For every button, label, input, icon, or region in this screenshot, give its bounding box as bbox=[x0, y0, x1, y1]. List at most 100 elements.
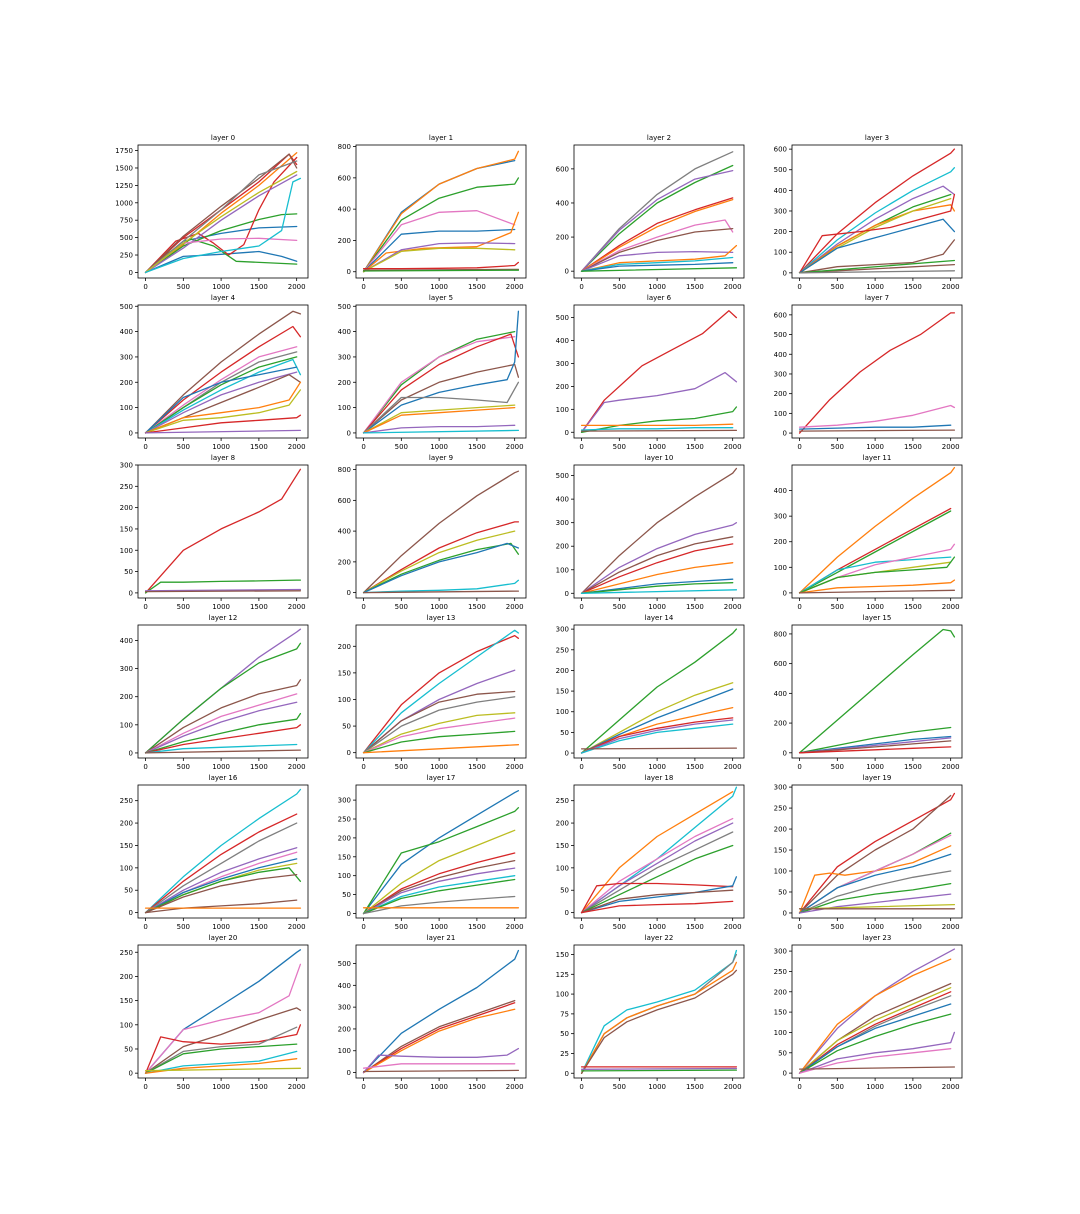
series-line-4 bbox=[362, 859, 516, 915]
plot-frame bbox=[355, 624, 527, 759]
series-line-1 bbox=[580, 371, 738, 433]
subplot-title: layer 20 bbox=[209, 934, 238, 942]
x-tick-label: 0 bbox=[361, 923, 365, 931]
x-tick-label: 1000 bbox=[648, 1083, 666, 1091]
y-tick-label: 300 bbox=[774, 370, 787, 378]
y-tick-label: 0 bbox=[783, 269, 787, 277]
y-tick-label: 200 bbox=[774, 826, 787, 834]
series-line-3 bbox=[362, 542, 520, 594]
y-tick-label: 0 bbox=[129, 589, 133, 597]
series-line-5 bbox=[144, 712, 302, 754]
series-line-6 bbox=[362, 1069, 520, 1073]
y-tick-label: 25 bbox=[560, 1050, 569, 1058]
y-tick-label: 400 bbox=[774, 487, 787, 495]
series-line-0 bbox=[580, 949, 738, 1074]
y-tick-label: 250 bbox=[120, 797, 133, 805]
plot-frame bbox=[573, 624, 745, 759]
subplot-title: layer 14 bbox=[645, 614, 674, 622]
subplot-title: layer 13 bbox=[427, 614, 456, 622]
subplot-8: layer 8 0 500 1000 1500 2000 0 50 100 150 200 250 30… bbox=[120, 454, 309, 611]
x-tick-label: 0 bbox=[797, 1083, 801, 1091]
x-tick-label: 2000 bbox=[288, 923, 306, 931]
y-tick-label: 100 bbox=[338, 696, 351, 704]
y-tick-label: 0 bbox=[347, 589, 351, 597]
y-tick-label: 300 bbox=[774, 784, 787, 792]
series-line-6 bbox=[362, 242, 516, 273]
x-tick-label: 1500 bbox=[250, 603, 268, 611]
x-tick-label: 0 bbox=[361, 603, 365, 611]
x-tick-label: 1500 bbox=[468, 603, 486, 611]
y-tick-label: 500 bbox=[338, 303, 351, 311]
series-line-3 bbox=[144, 213, 298, 274]
y-tick-label: 500 bbox=[120, 234, 133, 242]
x-tick-label: 1500 bbox=[250, 443, 268, 451]
y-tick-label: 100 bbox=[774, 249, 787, 257]
series-line-1 bbox=[798, 167, 956, 274]
y-tick-label: 0 bbox=[347, 910, 351, 918]
series-line-11 bbox=[144, 414, 302, 434]
series-line-9 bbox=[362, 268, 520, 271]
y-tick-label: 500 bbox=[774, 331, 787, 339]
x-tick-label: 2000 bbox=[506, 283, 524, 291]
subplot-title: layer 4 bbox=[211, 294, 236, 302]
series-group bbox=[798, 948, 956, 1074]
series-line-6 bbox=[144, 1050, 298, 1074]
series-line-6 bbox=[798, 193, 956, 274]
x-tick-label: 500 bbox=[831, 1083, 844, 1091]
series-line-3 bbox=[580, 822, 734, 914]
x-tick-label: 1000 bbox=[866, 603, 884, 611]
y-tick-label: 150 bbox=[120, 525, 133, 533]
y-tick-label: 400 bbox=[774, 351, 787, 359]
x-tick-label: 1000 bbox=[866, 1083, 884, 1091]
subplot-6: layer 6 0 500 1000 1500 2000 0 100 200 300 400 500 bbox=[556, 294, 745, 451]
series-group bbox=[580, 786, 738, 914]
series-line-5 bbox=[580, 429, 738, 432]
series-line-1 bbox=[362, 336, 516, 434]
y-tick-label: 0 bbox=[783, 430, 787, 438]
plot-frame bbox=[573, 304, 745, 439]
series-line-5 bbox=[798, 853, 952, 914]
y-tick-label: 200 bbox=[338, 558, 351, 566]
series-line-8 bbox=[144, 1067, 302, 1072]
x-tick-label: 500 bbox=[613, 283, 626, 291]
y-tick-label: 400 bbox=[120, 328, 133, 336]
x-tick-label: 1500 bbox=[904, 603, 922, 611]
y-tick-label: 500 bbox=[120, 303, 133, 311]
series-line-5 bbox=[580, 719, 734, 754]
series-line-3 bbox=[362, 363, 520, 434]
y-tick-label: 250 bbox=[120, 252, 133, 260]
series-line-1 bbox=[144, 642, 302, 754]
x-tick-label: 1000 bbox=[212, 923, 230, 931]
y-tick-label: 0 bbox=[129, 269, 133, 277]
x-tick-label: 1500 bbox=[250, 923, 268, 931]
x-tick-label: 1500 bbox=[904, 283, 922, 291]
series-line-1 bbox=[362, 629, 520, 754]
y-tick-label: 250 bbox=[338, 816, 351, 824]
y-tick-label: 200 bbox=[774, 720, 787, 728]
x-tick-label: 2000 bbox=[724, 603, 742, 611]
series-line-0 bbox=[798, 792, 956, 914]
x-tick-label: 1500 bbox=[686, 603, 704, 611]
y-tick-label: 1500 bbox=[115, 164, 133, 172]
y-tick-label: 250 bbox=[556, 797, 569, 805]
x-tick-label: 500 bbox=[613, 443, 626, 451]
series-line-0 bbox=[144, 949, 302, 1074]
x-tick-label: 2000 bbox=[724, 283, 742, 291]
series-line-1 bbox=[144, 250, 298, 274]
series-line-9 bbox=[798, 263, 956, 274]
y-tick-label: 0 bbox=[565, 1070, 569, 1078]
x-tick-label: 500 bbox=[395, 283, 408, 291]
series-line-6 bbox=[580, 1069, 738, 1072]
series-line-8 bbox=[144, 749, 302, 754]
x-tick-label: 1500 bbox=[468, 763, 486, 771]
plot-frame bbox=[791, 944, 963, 1079]
x-tick-label: 1000 bbox=[648, 283, 666, 291]
series-line-3 bbox=[580, 969, 738, 1074]
y-tick-label: 1750 bbox=[115, 147, 133, 155]
series-line-5 bbox=[144, 1043, 298, 1074]
x-tick-label: 0 bbox=[579, 923, 583, 931]
x-tick-label: 0 bbox=[143, 603, 147, 611]
series-line-2 bbox=[580, 406, 738, 433]
y-tick-label: 100 bbox=[556, 864, 569, 872]
series-line-1 bbox=[580, 522, 738, 594]
